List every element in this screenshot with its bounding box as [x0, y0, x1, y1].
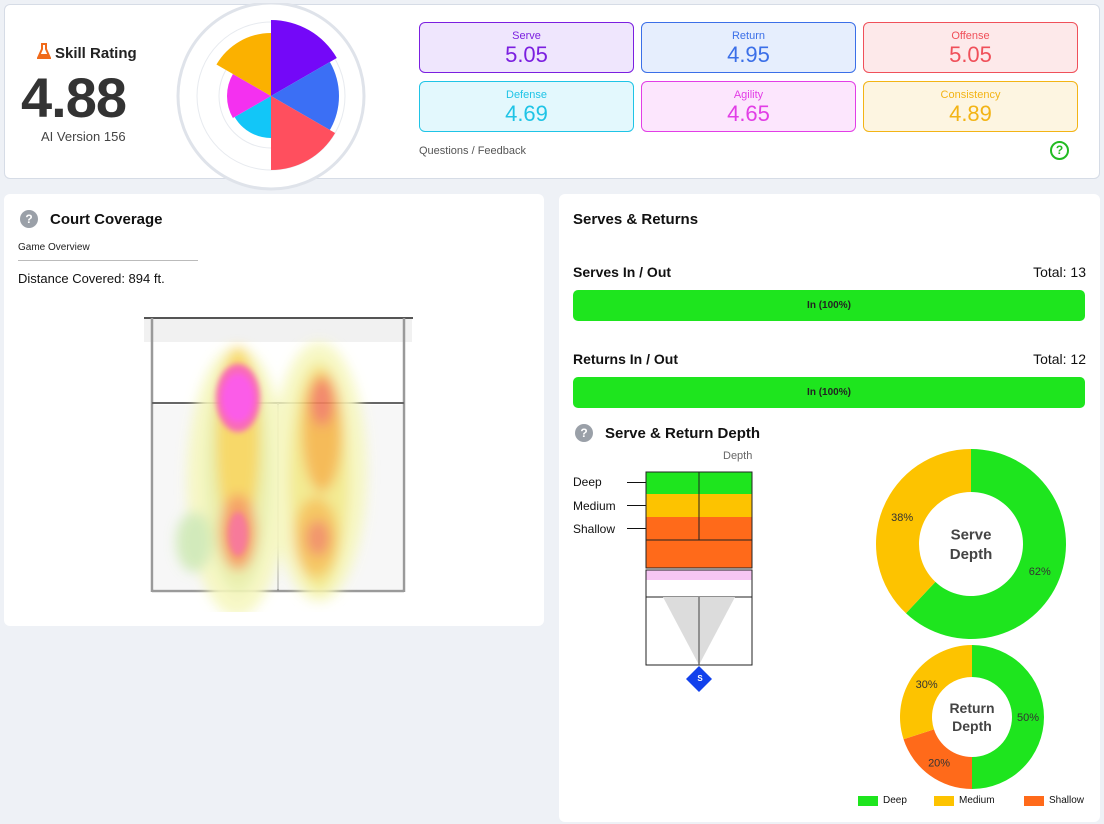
metric-agility: Agility 4.65	[641, 81, 856, 132]
serves-returns-card: Serves & Returns Serves In / Out Total: …	[559, 194, 1100, 822]
returns-in-bar: In (100%)	[573, 377, 1085, 408]
serve-depth-donut: 62% 38% Serve Depth	[876, 449, 1066, 639]
serves-in-bar: In (100%)	[573, 290, 1085, 321]
ai-version: AI Version 156	[41, 129, 126, 144]
metric-label: Return	[731, 30, 766, 42]
legend-medium: Medium	[934, 795, 995, 806]
rose-petal-serve	[271, 20, 337, 96]
help-icon[interactable]: ?	[1050, 141, 1069, 160]
help-icon[interactable]: ?	[20, 210, 38, 228]
metric-defense: Defense 4.69	[419, 81, 634, 132]
metric-value: 4.89	[949, 101, 992, 126]
donut-title: Depth	[952, 718, 992, 734]
metric-label: Defense	[506, 89, 547, 101]
legend-swatch	[934, 795, 954, 806]
help-icon[interactable]: ?	[575, 424, 593, 442]
serve-return-depth-title: ? Serve & Return Depth	[575, 424, 760, 442]
game-overview-tab[interactable]: Game Overview	[18, 242, 90, 253]
rose-petal-consistency	[216, 33, 271, 96]
metric-value: 5.05	[949, 42, 992, 67]
donut-slice-shallow	[903, 729, 972, 789]
questions-feedback-link[interactable]: Questions / Feedback	[419, 145, 527, 157]
serves-returns-title: Serves & Returns	[573, 211, 699, 228]
legend-label: Deep	[883, 795, 907, 806]
legend-label: Medium	[959, 795, 995, 806]
metric-label: Agility	[733, 89, 764, 101]
donut-slice-label: 50%	[1017, 712, 1039, 724]
rose-petal-defense	[234, 96, 271, 138]
metric-value: 4.69	[505, 101, 548, 126]
metric-offense: Offense 5.05	[863, 22, 1078, 73]
metric-value: 5.05	[505, 42, 548, 67]
skill-rating-value: 4.88	[21, 66, 127, 129]
legend-label: Shallow	[1049, 795, 1085, 806]
depth-court-diagram	[645, 471, 753, 692]
shallow-zone	[646, 540, 752, 568]
skill-rating-label: Skill Rating	[55, 45, 137, 62]
metric-return: Return 4.95	[641, 22, 856, 73]
divider	[18, 260, 198, 261]
depth-column-label: Depth	[723, 450, 753, 462]
donut-slice-deep	[972, 645, 1044, 789]
legend-deep: Deep	[858, 795, 907, 806]
rose-petal-agility	[227, 74, 271, 118]
court-coverage-title: ? Court Coverage	[20, 210, 163, 228]
serves-in-out-label: Serves In / Out	[573, 264, 672, 280]
distance-covered: Distance Covered: 894 ft.	[18, 271, 165, 286]
metric-label: Offense	[951, 30, 990, 42]
depth-label-deep: Deep	[573, 475, 602, 489]
skill-rating-card: Skill Rating 4.88 AI Version 156 Serve 5.…	[4, 3, 1100, 191]
metric-serve: Serve 5.05	[419, 22, 634, 73]
court-coverage-card: ? Court Coverage Game Overview Distance …	[4, 194, 544, 626]
skill-rose-chart	[176, 3, 366, 191]
server-marker: S	[697, 674, 703, 683]
donut-slice-medium	[876, 449, 971, 614]
court-coverage-label: Court Coverage	[50, 210, 163, 228]
metric-label: Serve	[512, 30, 541, 42]
donut-slice-label: 62%	[1029, 566, 1051, 578]
return-depth-donut: 50% 20% 30% Return Depth	[900, 645, 1044, 789]
legend-swatch	[858, 795, 878, 806]
donut-slice-deep	[905, 449, 1066, 639]
metric-consistency: Consistency 4.89	[863, 81, 1078, 132]
court-heatmap	[144, 317, 413, 612]
rose-petal-offense	[271, 96, 336, 170]
returns-in-out-label: Returns In / Out	[573, 351, 678, 367]
donut-slice-label: 38%	[891, 512, 913, 524]
donut-title: Depth	[950, 546, 993, 563]
legend-shallow: Shallow	[1024, 795, 1084, 806]
serves-total: Total: 13	[1033, 264, 1086, 280]
depth-label-medium: Medium	[573, 499, 616, 513]
donut-slice-label: 30%	[916, 679, 938, 691]
flask-icon	[36, 43, 52, 64]
metric-value: 4.65	[727, 101, 770, 126]
donut-title: Serve	[951, 527, 992, 544]
donut-title: Return	[949, 700, 994, 716]
donut-slice-label: 20%	[928, 757, 950, 769]
skill-rating-title: Skill Rating	[36, 43, 137, 64]
metric-value: 4.95	[727, 42, 770, 67]
donut-slice-medium	[900, 645, 972, 740]
rose-petal-return	[271, 62, 339, 130]
metric-label: Consistency	[940, 89, 1001, 101]
legend-swatch	[1024, 795, 1044, 806]
returns-total: Total: 12	[1033, 351, 1086, 367]
serve-return-depth-label: Serve & Return Depth	[605, 424, 761, 442]
depth-label-shallow: Shallow	[573, 522, 616, 536]
